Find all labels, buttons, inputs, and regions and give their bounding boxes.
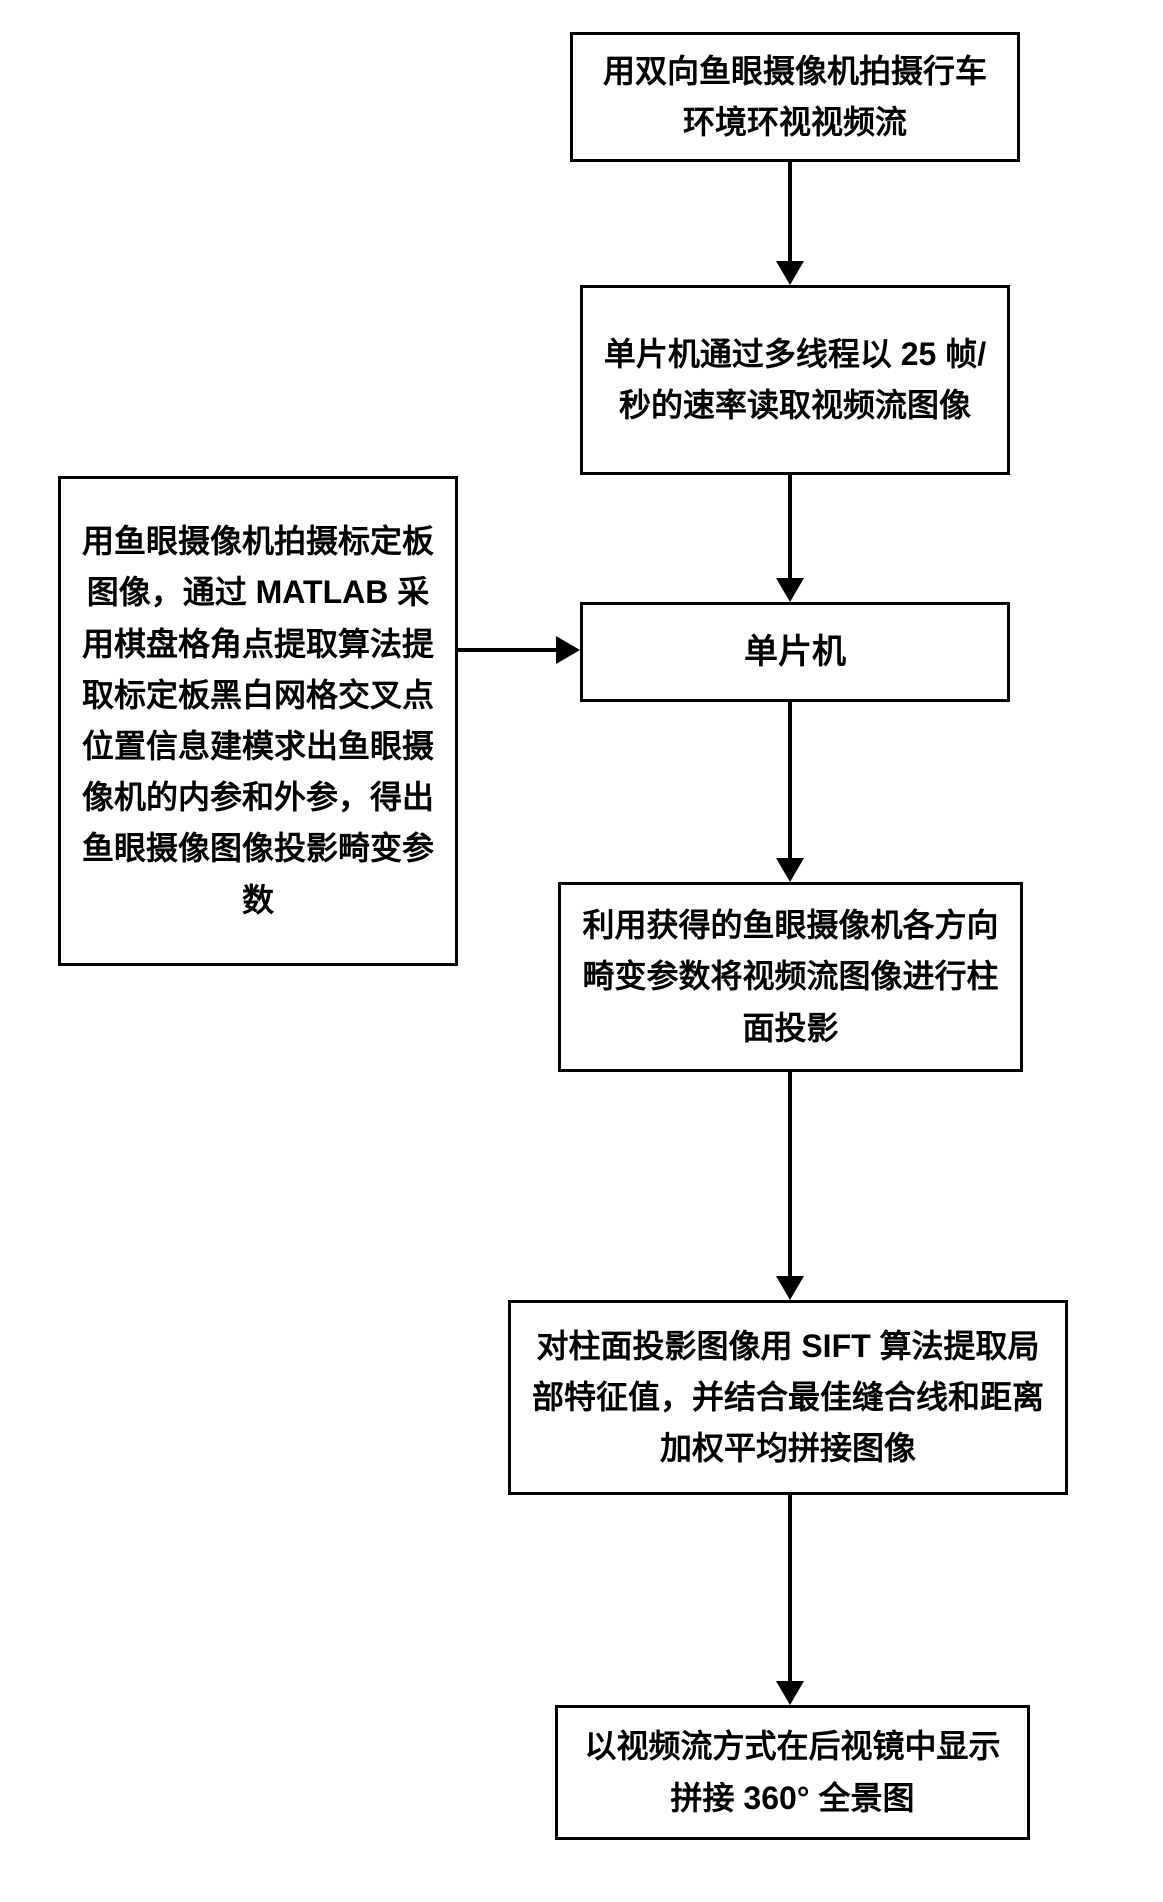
arrow-head-down xyxy=(776,1681,804,1705)
box-text: 用双向鱼眼摄像机拍摄行车环境环视视频流 xyxy=(591,46,999,148)
box-text: 单片机 xyxy=(744,625,846,679)
flowchart-box-2: 单片机通过多线程以 25 帧/秒的速率读取视频流图像 xyxy=(580,285,1010,475)
box-text: 用鱼眼摄像机拍摄标定板图像，通过 MATLAB 采用棋盘格角点提取算法提取标定板… xyxy=(79,516,437,926)
flowchart-box-3: 用鱼眼摄像机拍摄标定板图像，通过 MATLAB 采用棋盘格角点提取算法提取标定板… xyxy=(58,476,458,966)
flowchart-box-6: 对柱面投影图像用 SIFT 算法提取局部特征值，并结合最佳缝合线和距离加权平均拼… xyxy=(508,1300,1068,1495)
arrow-head-down xyxy=(776,578,804,602)
box-text: 单片机通过多线程以 25 帧/秒的速率读取视频流图像 xyxy=(601,329,989,431)
flowchart-box-7: 以视频流方式在后视镜中显示拼接 360° 全景图 xyxy=(555,1705,1030,1840)
box-text: 利用获得的鱼眼摄像机各方向畸变参数将视频流图像进行柱面投影 xyxy=(579,900,1002,1054)
flowchart-box-4: 单片机 xyxy=(580,602,1010,702)
arrow-head-down xyxy=(776,858,804,882)
arrow-head-down xyxy=(776,1276,804,1300)
arrow-line xyxy=(788,1495,792,1682)
arrow-line xyxy=(788,475,792,579)
arrow-line xyxy=(788,1072,792,1277)
flowchart-box-5: 利用获得的鱼眼摄像机各方向畸变参数将视频流图像进行柱面投影 xyxy=(558,882,1023,1072)
arrow-line xyxy=(788,162,792,262)
arrow-line xyxy=(458,648,558,652)
box-text: 以视频流方式在后视镜中显示拼接 360° 全景图 xyxy=(576,1721,1009,1823)
box-text: 对柱面投影图像用 SIFT 算法提取局部特征值，并结合最佳缝合线和距离加权平均拼… xyxy=(529,1321,1047,1475)
arrow-head-down xyxy=(776,261,804,285)
arrow-head-right xyxy=(556,636,580,664)
flowchart-box-1: 用双向鱼眼摄像机拍摄行车环境环视视频流 xyxy=(570,32,1020,162)
arrow-line xyxy=(788,702,792,859)
